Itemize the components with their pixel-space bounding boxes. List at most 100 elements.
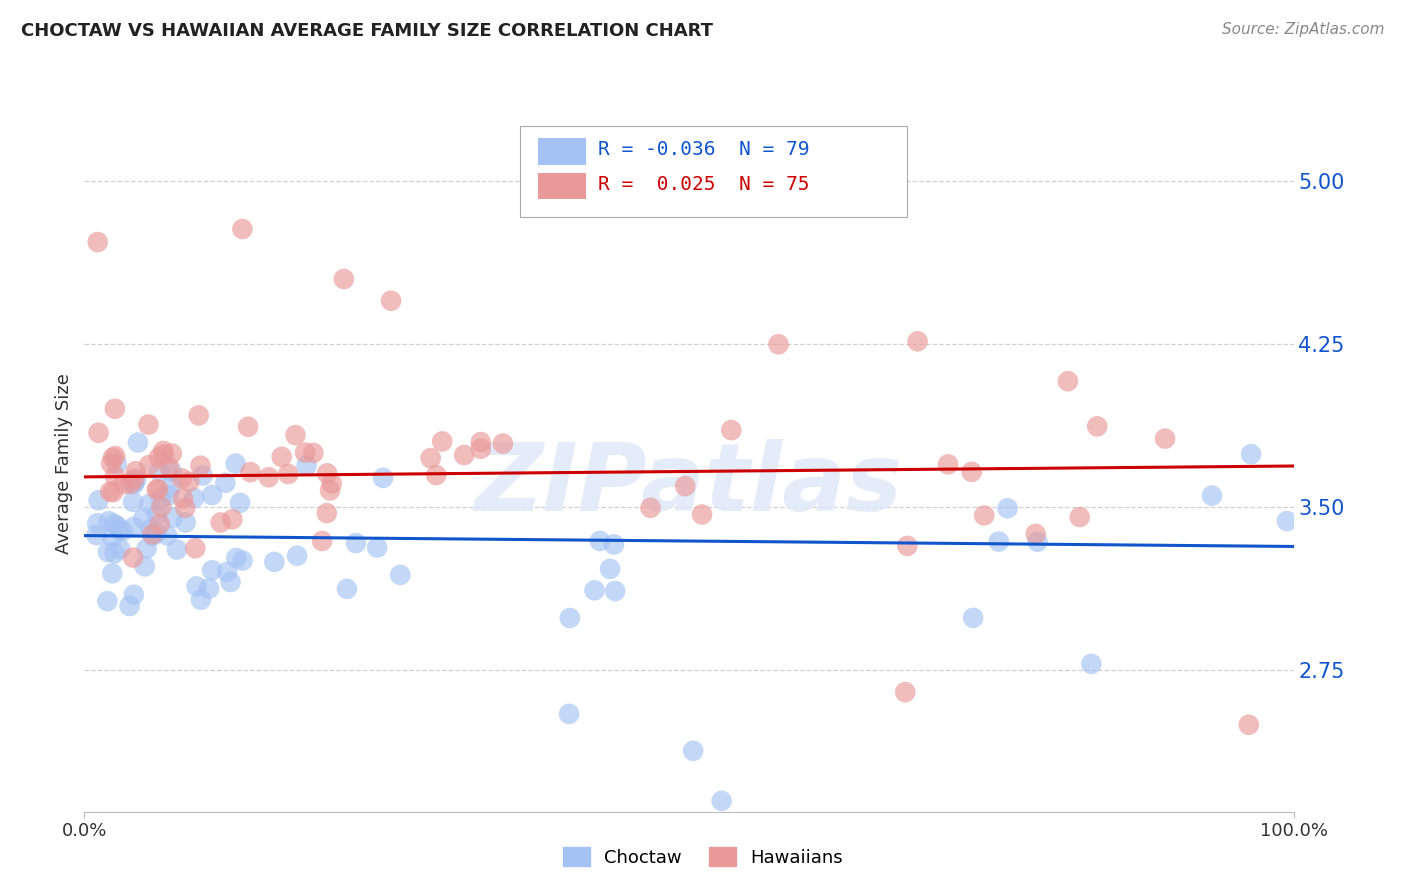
Point <box>122 477 145 491</box>
Point <box>105 457 128 471</box>
Point <box>150 500 173 514</box>
Point <box>166 542 188 557</box>
Point <box>673 479 696 493</box>
Point <box>277 467 299 481</box>
Point <box>589 533 612 548</box>
Point <box>101 450 124 465</box>
Point <box>132 512 155 526</box>
Point <box>201 488 224 502</box>
Point <box>236 419 259 434</box>
Point <box>257 470 280 484</box>
Point <box>1201 489 1223 503</box>
Point <box>135 541 157 556</box>
Point <box>125 473 148 487</box>
Point <box>231 222 253 236</box>
Point <box>134 559 156 574</box>
Point <box>1154 432 1177 446</box>
Point <box>1085 419 1108 434</box>
Point <box>122 475 145 490</box>
Point <box>110 541 132 556</box>
Point <box>270 450 292 464</box>
Point <box>141 529 163 543</box>
Point <box>425 468 447 483</box>
Bar <box>538 173 586 200</box>
Point <box>138 458 160 472</box>
Point <box>1237 717 1260 731</box>
Point <box>336 582 359 596</box>
Point <box>122 588 145 602</box>
Point <box>1069 510 1091 524</box>
Point <box>285 549 308 563</box>
Point <box>239 465 262 479</box>
Point <box>101 530 124 544</box>
Point <box>97 514 120 528</box>
Point <box>145 508 167 522</box>
Point <box>1025 527 1047 541</box>
Point <box>583 583 606 598</box>
Point <box>172 491 194 506</box>
Point <box>453 448 475 462</box>
Point <box>149 516 172 531</box>
Point <box>333 272 356 286</box>
Point <box>87 425 110 440</box>
Point <box>111 524 134 538</box>
Point <box>997 501 1019 516</box>
Point <box>682 744 704 758</box>
Point <box>190 592 212 607</box>
Point <box>104 401 127 416</box>
Point <box>217 565 239 579</box>
Text: CHOCTAW VS HAWAIIAN AVERAGE FAMILY SIZE CORRELATION CHART: CHOCTAW VS HAWAIIAN AVERAGE FAMILY SIZE … <box>21 22 713 40</box>
Point <box>470 435 492 450</box>
Point <box>936 458 959 472</box>
Point <box>152 443 174 458</box>
Point <box>316 467 339 481</box>
Point <box>97 545 120 559</box>
Point <box>86 516 108 531</box>
Point <box>101 566 124 581</box>
Point <box>603 537 626 551</box>
Point <box>201 563 224 577</box>
Point <box>190 458 212 473</box>
Point <box>209 516 232 530</box>
Point <box>86 235 108 249</box>
Legend: Choctaw, Hawaiians: Choctaw, Hawaiians <box>555 840 851 874</box>
Point <box>100 457 122 471</box>
Point <box>191 468 214 483</box>
Point <box>371 471 394 485</box>
Point <box>184 541 207 556</box>
Point <box>145 526 167 541</box>
Point <box>219 574 242 589</box>
Point <box>104 449 127 463</box>
Point <box>141 527 163 541</box>
Point <box>1240 447 1263 461</box>
Point <box>146 483 169 497</box>
Text: R = -0.036  N = 79: R = -0.036 N = 79 <box>599 140 810 159</box>
Point <box>344 536 367 550</box>
Point <box>120 476 142 491</box>
Point <box>894 685 917 699</box>
Point <box>145 483 167 497</box>
Point <box>430 434 453 449</box>
Point <box>108 523 131 537</box>
Point <box>599 562 621 576</box>
Point <box>198 582 221 596</box>
Point <box>156 528 179 542</box>
Point <box>294 445 316 459</box>
Point <box>232 554 254 568</box>
Point <box>214 475 236 490</box>
Point <box>321 476 343 491</box>
Point <box>558 611 581 625</box>
Point <box>118 599 141 613</box>
Point <box>157 459 180 474</box>
Point <box>127 435 149 450</box>
Point <box>104 469 127 483</box>
Point <box>1057 374 1080 388</box>
Point <box>315 506 337 520</box>
Point <box>380 293 402 308</box>
Point <box>105 518 128 533</box>
Point <box>139 522 162 536</box>
Point <box>183 491 205 505</box>
Point <box>103 516 125 531</box>
Point <box>122 495 145 509</box>
Text: Source: ZipAtlas.com: Source: ZipAtlas.com <box>1222 22 1385 37</box>
